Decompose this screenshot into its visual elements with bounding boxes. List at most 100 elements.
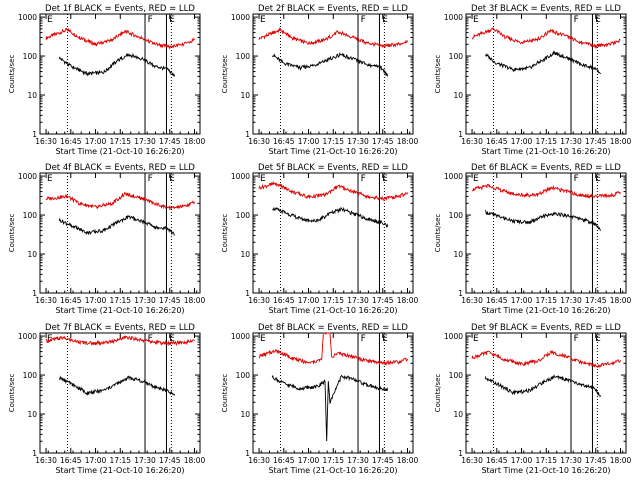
flag-label: E <box>473 15 479 25</box>
y-tick-label: 10 <box>453 410 463 419</box>
detector-panel: Det 8f BLACK = Events, RED = LLD 1 10 100 10… <box>221 323 419 475</box>
detector-panel: Det 3f BLACK = Events, RED = LLD 1 10 100 10… <box>434 4 632 156</box>
detector-panel: Det 9f BLACK = Events, RED = LLD 1 10 100 10… <box>434 323 632 475</box>
x-axis-label: Start Time (21-Oct-10 16:26:20) <box>268 306 397 315</box>
y-axis-label: Counts/sec <box>8 214 16 253</box>
x-tick-label: 17:30 <box>560 137 582 146</box>
y-tick-label: 1000 <box>231 172 250 181</box>
flag-label: F <box>148 15 153 25</box>
y-axis-label: Counts/sec <box>434 214 442 253</box>
y-axis-label: Counts/sec <box>221 55 229 94</box>
y-tick-label: 100 <box>23 371 38 380</box>
x-tick-label: 18:00 <box>397 137 419 146</box>
x-tick-label: 17:30 <box>134 296 156 305</box>
x-tick-label: 18:00 <box>397 456 419 465</box>
y-tick-label: 1000 <box>231 13 250 22</box>
y-tick-label: 100 <box>449 52 464 61</box>
series-line-black <box>484 374 602 397</box>
y-tick-label: 1 <box>32 130 37 139</box>
x-tick-label: 17:00 <box>511 296 533 305</box>
x-tick-label: 16:45 <box>486 296 508 305</box>
x-tick-label: 16:30 <box>248 296 270 305</box>
x-axis-label: Start Time (21-Oct-10 16:26:20) <box>55 466 184 475</box>
y-axis-label: Counts/sec <box>8 374 16 413</box>
x-tick-label: 16:45 <box>60 296 82 305</box>
series-line-red <box>471 350 621 369</box>
detector-panel: Det 1f BLACK = Events, RED = LLD 1 10 100 10… <box>8 4 206 156</box>
x-axis-label: Start Time (21-Oct-10 16:26:20) <box>268 466 397 475</box>
x-axis-label: Start Time (21-Oct-10 16:26:20) <box>268 147 397 156</box>
plot-frame <box>39 332 201 454</box>
detector-panel: Det 4f BLACK = Events, RED = LLD 1 10 100 10… <box>8 163 206 315</box>
y-tick-label: 10 <box>453 250 463 259</box>
x-axis-label: Start Time (21-Oct-10 16:26:20) <box>55 306 184 315</box>
x-tick-label: 17:15 <box>535 137 557 146</box>
x-tick-label: 17:45 <box>585 137 607 146</box>
x-tick-label: 17:15 <box>322 296 344 305</box>
y-tick-label: 1000 <box>444 13 463 22</box>
y-tick-label: 10 <box>453 91 463 100</box>
x-tick-label: 17:45 <box>585 296 607 305</box>
x-tick-label: 17:00 <box>298 456 320 465</box>
x-axis-label: Start Time (21-Oct-10 16:26:20) <box>481 147 610 156</box>
flag-label: E <box>169 334 175 344</box>
x-tick-label: 16:45 <box>60 137 82 146</box>
series-line-red <box>258 27 408 49</box>
x-tick-label: 17:00 <box>85 456 107 465</box>
y-tick-label: 100 <box>449 211 464 220</box>
flag-label: E <box>47 15 53 25</box>
y-tick-label: 1 <box>458 130 463 139</box>
x-tick-label: 18:00 <box>397 296 419 305</box>
x-tick-label: 17:00 <box>85 137 107 146</box>
x-tick-label: 17:00 <box>511 456 533 465</box>
x-tick-label: 16:30 <box>35 456 57 465</box>
flag-label: E <box>473 174 479 184</box>
x-tick-label: 17:00 <box>85 296 107 305</box>
series-line-red <box>45 335 195 347</box>
y-tick-label: 100 <box>236 211 251 220</box>
detector-panel: Det 2f BLACK = Events, RED = LLD 1 10 100 10… <box>221 4 419 156</box>
y-tick-label: 1 <box>458 449 463 458</box>
x-tick-label: 17:15 <box>322 456 344 465</box>
x-tick-label: 16:30 <box>248 456 270 465</box>
y-axis-label: Counts/sec <box>434 55 442 94</box>
series-line-black <box>271 51 389 77</box>
panel-title: Det 3f BLACK = Events, RED = LLD <box>471 4 621 14</box>
panel-title: Det 6f BLACK = Events, RED = LLD <box>471 163 621 173</box>
flag-label: E <box>382 15 388 25</box>
detector-panel: Det 7f BLACK = Events, RED = LLD 1 10 100 10… <box>8 323 206 475</box>
y-tick-label: 1000 <box>18 13 37 22</box>
x-tick-label: 17:45 <box>159 296 181 305</box>
x-tick-label: 17:00 <box>298 296 320 305</box>
x-axis-label: Start Time (21-Oct-10 16:26:20) <box>481 466 610 475</box>
y-tick-label: 100 <box>236 371 251 380</box>
series-line-red <box>258 332 408 367</box>
y-tick-label: 100 <box>236 52 251 61</box>
flag-label: F <box>574 15 579 25</box>
y-axis-label: Counts/sec <box>8 55 16 94</box>
x-tick-label: 17:30 <box>347 137 369 146</box>
x-tick-label: 17:00 <box>298 137 320 146</box>
x-tick-label: 18:00 <box>184 296 206 305</box>
y-tick-label: 1 <box>32 449 37 458</box>
flag-label: E <box>382 174 388 184</box>
series-line-red <box>45 191 195 210</box>
y-tick-label: 10 <box>27 410 37 419</box>
y-tick-label: 10 <box>27 250 37 259</box>
x-tick-label: 16:30 <box>35 137 57 146</box>
flag-label: E <box>169 15 175 25</box>
x-tick-label: 17:30 <box>134 456 156 465</box>
flag-label: E <box>382 334 388 344</box>
x-tick-label: 17:15 <box>535 296 557 305</box>
x-tick-label: 18:00 <box>184 456 206 465</box>
x-tick-label: 17:45 <box>372 137 394 146</box>
x-tick-label: 17:30 <box>560 456 582 465</box>
flag-label: E <box>595 15 601 25</box>
panel-title: Det 8f BLACK = Events, RED = LLD <box>258 323 408 333</box>
flag-label: E <box>595 334 601 344</box>
y-axis-label: Counts/sec <box>221 374 229 413</box>
x-tick-label: 16:30 <box>248 137 270 146</box>
flag-label: F <box>361 174 366 184</box>
x-tick-label: 17:45 <box>585 456 607 465</box>
